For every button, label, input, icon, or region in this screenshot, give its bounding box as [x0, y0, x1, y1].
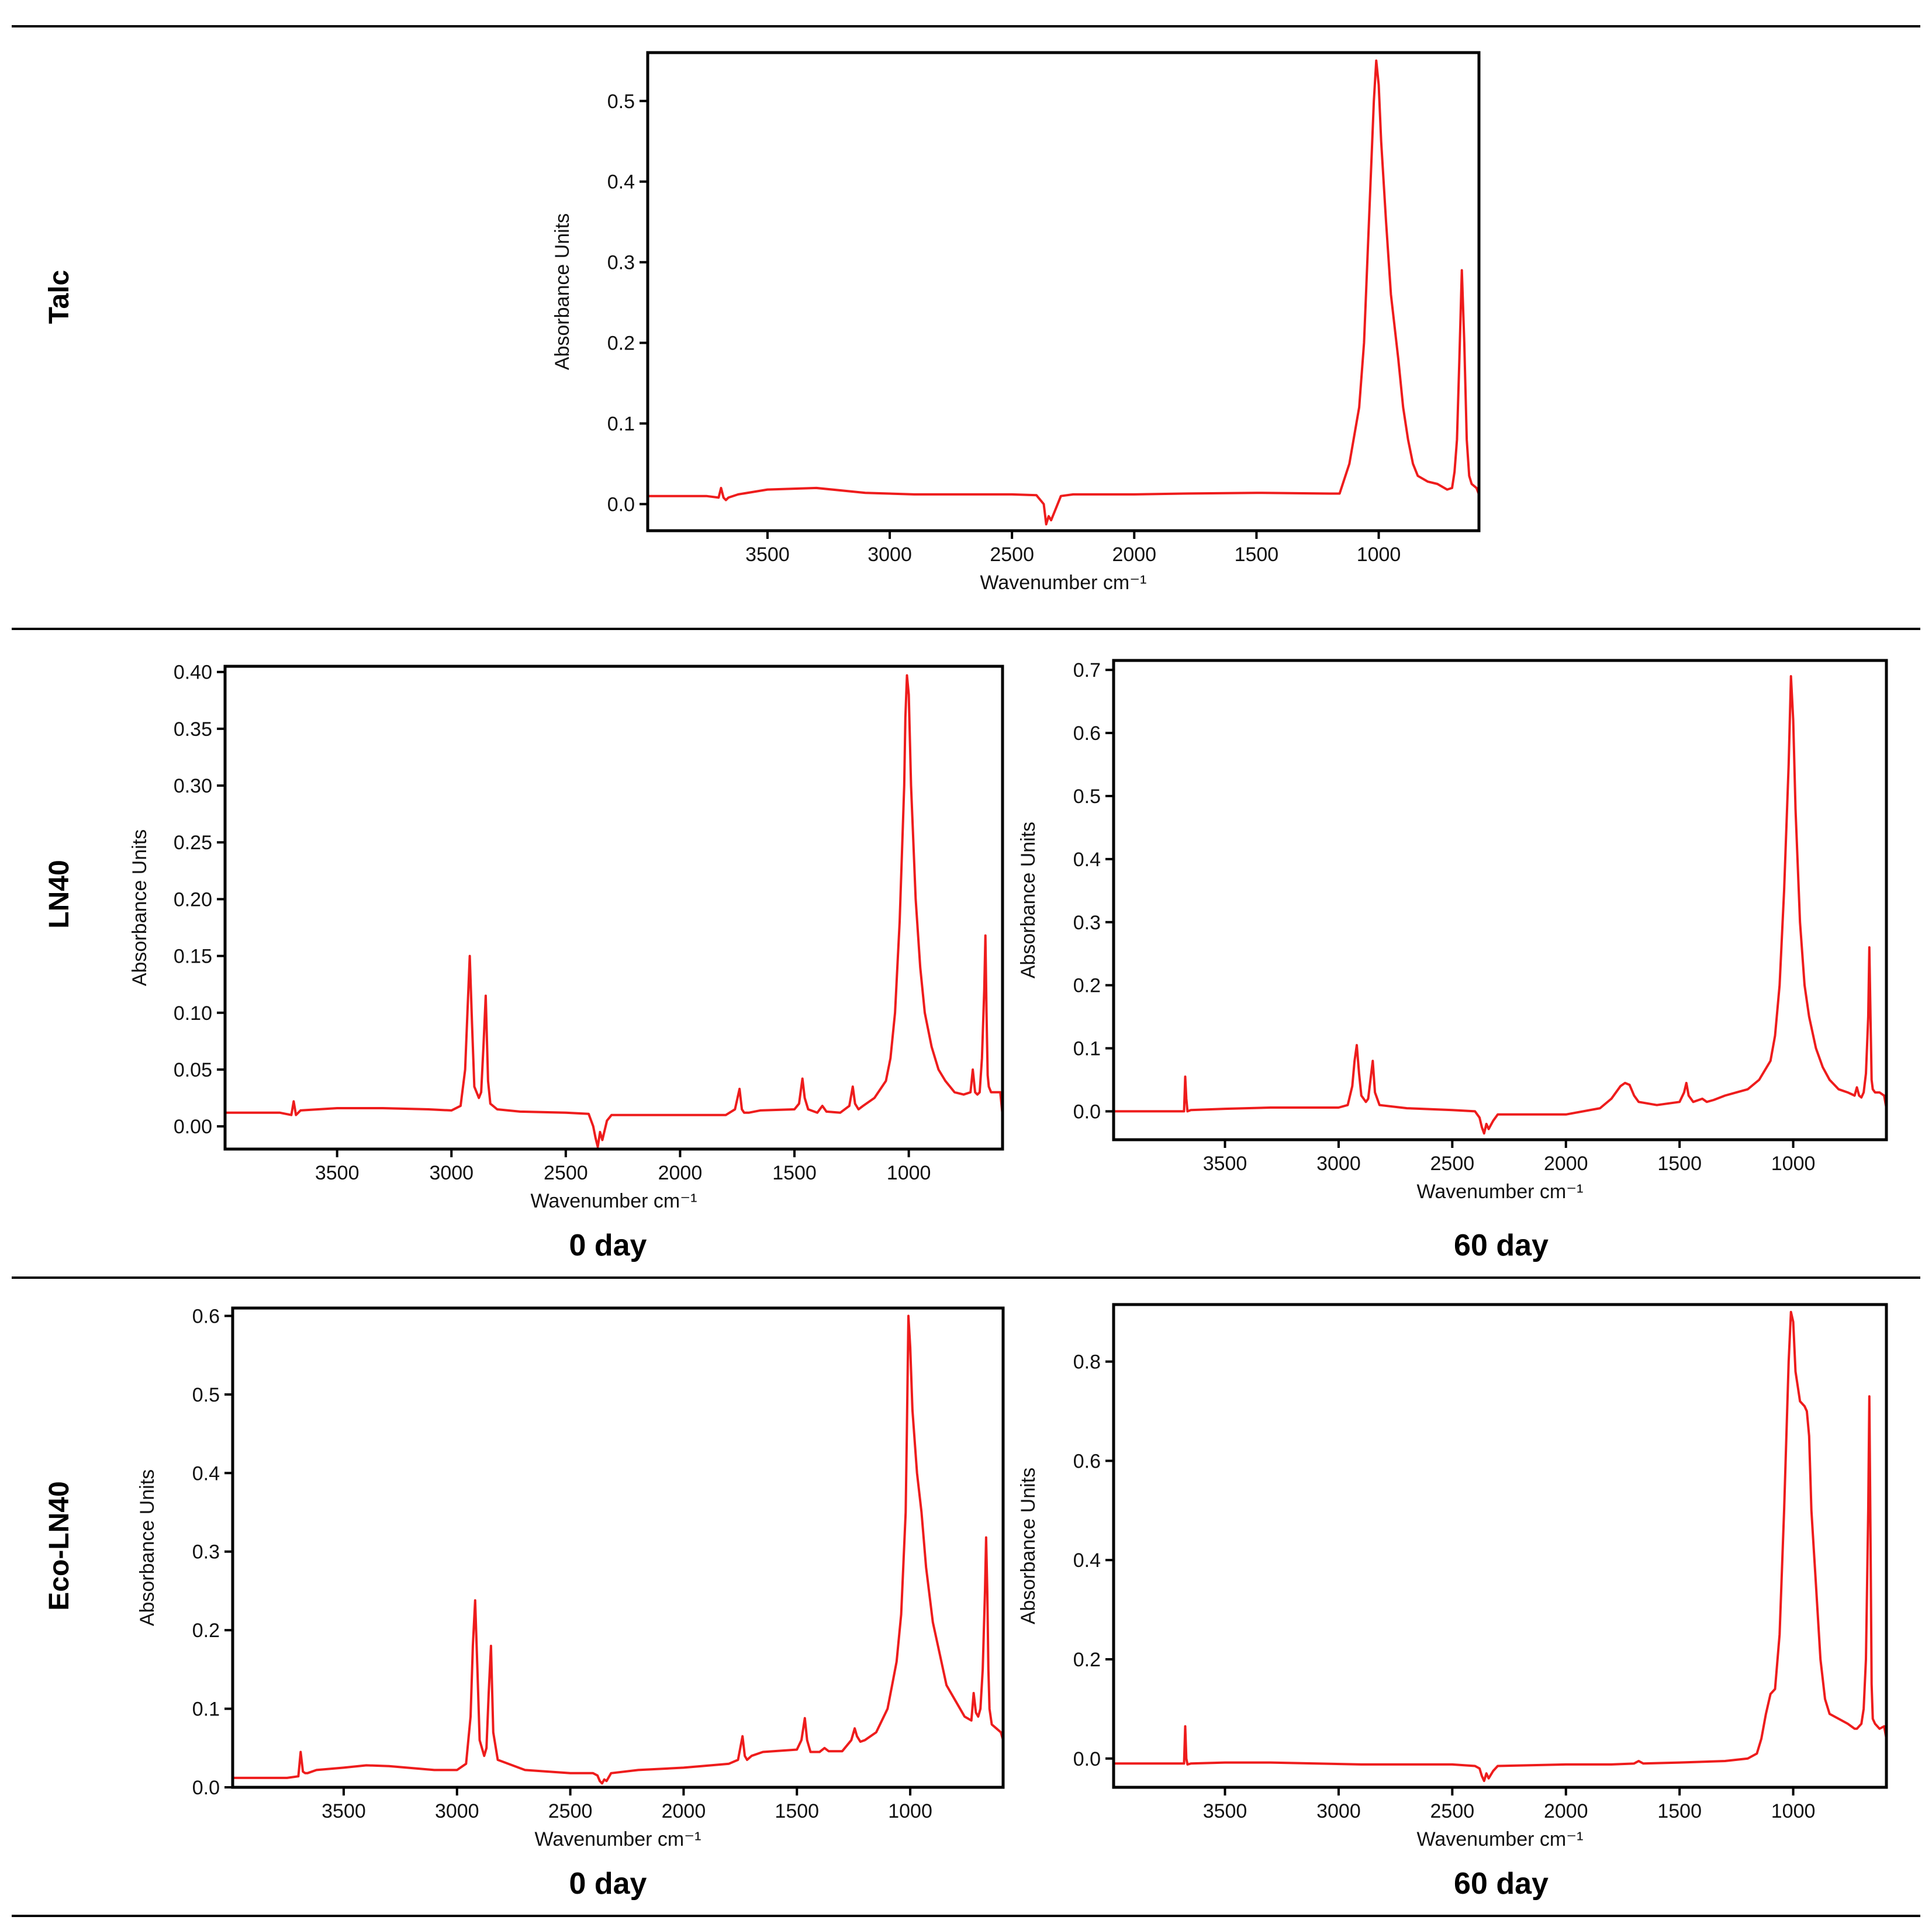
panel-ln40-60-day-spectrum: 3500 3000 2500 2000 1500 1000 0.0 0.1 0.2 0.3 0.4 0…: [1017, 659, 1888, 1203]
ln40-60-y-tick-label: 0.1: [1073, 1038, 1101, 1060]
eco-ln40-60-trace-0: [1114, 1310, 1888, 1782]
talc-plot-frame: [646, 51, 1481, 532]
panel-eco-ln40-0-day-spectrum: 3500 3000 2500 2000 1500 1000 0.0 0.1 0.2 0.3 0.4 0…: [136, 1305, 1005, 1850]
ln40-60-y-tick-label: 0.2: [1073, 975, 1101, 997]
ln40-0-y-tick-label: 0.35: [174, 718, 212, 741]
ln40-60-y-tick-label: 0.4: [1073, 849, 1101, 871]
eco-ln40-0-y-tick-label: 0.2: [192, 1620, 220, 1642]
ln40-0-y-tick-label: 0.10: [174, 1002, 212, 1025]
ln40-0-x-tick-label: 2000: [658, 1162, 703, 1184]
talc-y-axis-label: Absorbance Units: [551, 213, 573, 370]
panel-eco-ln40-60-day-spectrum: 3500 3000 2500 2000 1500 1000 0.0 0.2 0.4 0.6 0.8 W…: [1017, 1303, 1888, 1850]
talc-x-tick-label: 3500: [745, 544, 790, 566]
eco-ln40-60-x-tick-label: 3000: [1316, 1800, 1361, 1822]
ln40-0-trace-0: [225, 674, 1004, 1148]
ln40-0-y-tick-label: 0.00: [174, 1116, 212, 1138]
talc-x-tick-label: 3000: [868, 544, 912, 566]
talc-trace-0: [648, 59, 1480, 525]
ln40-60-x-tick-label: 3500: [1203, 1153, 1247, 1175]
eco-ln40-0-x-tick-label: 1500: [775, 1800, 819, 1822]
ln40-0-y-axis-label: Absorbance Units: [129, 829, 151, 986]
eco-ln40-0-y-tick-label: 0.5: [192, 1384, 220, 1406]
talc-x-tick-label: 2500: [990, 544, 1034, 566]
eco-ln40-60-y-tick-label: 0.8: [1073, 1351, 1101, 1374]
ln40-60-y-tick-label: 0.7: [1073, 659, 1101, 681]
eco-ln40-60-x-tick-label: 2500: [1430, 1800, 1475, 1822]
eco-ln40-60-x-tick-label: 3500: [1203, 1800, 1247, 1822]
eco-ln40-60-x-tick-label: 2000: [1544, 1800, 1588, 1822]
eco-ln40-0-x-tick-label: 2000: [662, 1800, 706, 1822]
ln40-60-plot-frame: [1112, 659, 1888, 1141]
talc-y-tick-label: 0.3: [607, 252, 635, 274]
ln40-60-y-tick-label: 0.0: [1073, 1101, 1101, 1123]
ln40-0-x-tick-label: 2500: [544, 1162, 588, 1184]
eco-ln40-0-x-tick-label: 3000: [435, 1800, 479, 1822]
ln40-0-y-tick-label: 0.40: [174, 662, 212, 684]
panel-ln40-0-day-spectrum: 3500 3000 2500 2000 1500 1000 0.00 0.05 0.10 0.15…: [129, 662, 1004, 1212]
eco-ln40-0-trace-0: [233, 1314, 1004, 1785]
eco-ln40-60-y-axis-label: Absorbance Units: [1017, 1468, 1039, 1624]
row-label-talc: Talc: [44, 270, 75, 324]
talc-x-tick-label: 1500: [1235, 544, 1279, 566]
eco-ln40-60-y-tick-label: 0.2: [1073, 1649, 1101, 1671]
row-label-eco-ln40: Eco-LN40: [44, 1481, 75, 1610]
talc-y-tick-label: 0.2: [607, 333, 635, 355]
eco-ln40-60-y-tick-label: 0.4: [1073, 1549, 1101, 1572]
eco-ln40-60-x-tick-label: 1500: [1657, 1800, 1702, 1822]
ln40-0-x-tick-label: 1500: [772, 1162, 817, 1184]
ln40-60-x-tick-label: 1000: [1771, 1153, 1816, 1175]
ln40-0-y-tick-label: 0.20: [174, 888, 212, 911]
eco-ln40-0-y-axis-label: Absorbance Units: [136, 1469, 158, 1626]
eco-ln40-60-y-tick-label: 0.6: [1073, 1450, 1101, 1472]
eco-ln40-0-x-axis-label: Wavenumber cm⁻¹: [535, 1828, 701, 1850]
talc-y-tick-label: 0.0: [607, 493, 635, 516]
ln40-0-plot-frame: [223, 665, 1004, 1151]
eco-ln40-0-y-tick-label: 0.4: [192, 1462, 220, 1485]
eco-ln40-60-plot-frame: [1112, 1303, 1888, 1789]
panel-talc-spectrum: 3500 3000 2500 2000 1500 1000 0.0 0.1 0.2 0.3 0.4 0…: [551, 51, 1481, 594]
ln40-0-y-tick-label: 0.05: [174, 1059, 212, 1081]
ln40-0-y-tick-label: 0.25: [174, 832, 212, 854]
eco-ln40-0-plot-frame: [231, 1306, 1005, 1789]
ln40-0-y-tick-label: 0.15: [174, 946, 212, 968]
eco-ln40-0-y-tick-label: 0.0: [192, 1777, 220, 1799]
ln40-60-y-tick-label: 0.3: [1073, 912, 1101, 934]
eco-ln40-0-y-tick-label: 0.3: [192, 1541, 220, 1563]
talc-x-tick-label: 1000: [1357, 544, 1401, 566]
eco-ln40-0-y-tick-label: 0.6: [192, 1305, 220, 1327]
ln40-0-x-tick-label: 3000: [429, 1162, 474, 1184]
ln40-60-y-axis-label: Absorbance Units: [1017, 822, 1039, 978]
caption-eco-ln40-0-day: 0 day: [569, 1867, 647, 1901]
eco-ln40-0-y-tick-label: 0.1: [192, 1698, 220, 1721]
eco-ln40-60-x-axis-label: Wavenumber cm⁻¹: [1417, 1828, 1584, 1850]
ln40-60-x-tick-label: 3000: [1316, 1153, 1361, 1175]
eco-ln40-0-x-tick-label: 1000: [888, 1800, 932, 1822]
ln40-60-y-tick-label: 0.6: [1073, 722, 1101, 745]
talc-y-tick-label: 0.5: [607, 91, 635, 113]
ln40-0-x-tick-label: 1000: [887, 1162, 931, 1184]
eco-ln40-0-x-tick-label: 2500: [548, 1800, 593, 1822]
eco-ln40-60-x-tick-label: 1000: [1771, 1800, 1816, 1822]
ln40-0-x-axis-label: Wavenumber cm⁻¹: [531, 1190, 697, 1212]
ln40-60-x-tick-label: 1500: [1657, 1153, 1702, 1175]
ln40-0-x-tick-label: 3500: [315, 1162, 360, 1184]
caption-ln40-60-day: 60 day: [1454, 1229, 1549, 1262]
talc-y-tick-label: 0.1: [607, 413, 635, 435]
eco-ln40-60-y-tick-label: 0.0: [1073, 1748, 1101, 1770]
ln40-60-x-tick-label: 2000: [1544, 1153, 1588, 1175]
ln40-60-x-axis-label: Wavenumber cm⁻¹: [1417, 1181, 1584, 1203]
talc-y-tick-label: 0.4: [607, 171, 635, 193]
talc-x-axis-label: Wavenumber cm⁻¹: [980, 572, 1147, 594]
caption-eco-ln40-60-day: 60 day: [1454, 1867, 1549, 1901]
talc-x-tick-label: 2000: [1112, 544, 1156, 566]
caption-ln40-0-day: 0 day: [569, 1229, 647, 1262]
row-label-ln40: LN40: [44, 860, 75, 928]
ln40-60-y-tick-label: 0.5: [1073, 786, 1101, 808]
ln40-60-trace-0: [1114, 675, 1888, 1135]
ln40-0-y-tick-label: 0.30: [174, 775, 212, 797]
eco-ln40-0-x-tick-label: 3500: [322, 1800, 366, 1822]
ln40-60-x-tick-label: 2500: [1430, 1153, 1475, 1175]
